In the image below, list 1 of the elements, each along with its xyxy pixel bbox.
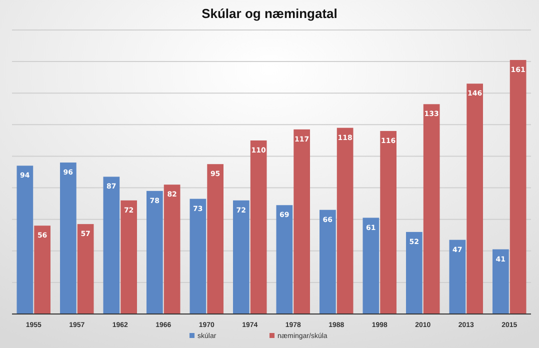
chart-title: Skúlar og næmingatal (202, 6, 338, 21)
